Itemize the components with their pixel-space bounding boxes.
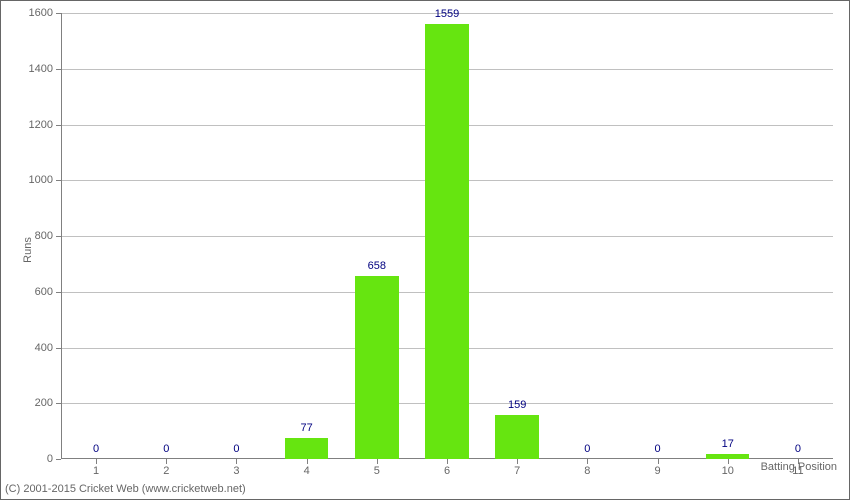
x-tick-label: 9 [654, 465, 660, 477]
y-tick-label: 1000 [29, 174, 53, 186]
bar-value-label: 0 [163, 443, 169, 455]
x-tick-label: 2 [163, 465, 169, 477]
bar-value-label: 0 [795, 443, 801, 455]
y-tick-label: 1600 [29, 7, 53, 19]
x-tick [517, 459, 518, 464]
bar: 77 [285, 438, 329, 459]
y-tick-label: 1200 [29, 119, 53, 131]
y-axis-title: Runs [22, 237, 34, 263]
bar-value-label: 0 [584, 443, 590, 455]
x-tick-label: 5 [374, 465, 380, 477]
bar: 159 [495, 415, 539, 459]
x-tick-label: 3 [233, 465, 239, 477]
y-tick-label: 800 [35, 230, 53, 242]
y-tick-label: 1400 [29, 63, 53, 75]
x-tick [236, 459, 237, 464]
x-tick [587, 459, 588, 464]
y-tick-label: 200 [35, 397, 53, 409]
x-tick [728, 459, 729, 464]
x-tick [166, 459, 167, 464]
plot-area: 0200400600800100012001400160001020377465… [61, 13, 833, 459]
bar-value-label: 17 [722, 438, 734, 450]
y-tick [56, 459, 61, 460]
x-tick-label: 10 [722, 465, 734, 477]
y-tick-label: 0 [47, 453, 53, 465]
footer-copyright: (C) 2001-2015 Cricket Web (www.cricketwe… [5, 483, 246, 495]
x-tick [377, 459, 378, 464]
x-tick [447, 459, 448, 464]
x-tick [307, 459, 308, 464]
y-axis [61, 13, 62, 459]
bar: 1559 [425, 24, 469, 459]
bar-value-label: 1559 [435, 8, 459, 20]
x-axis-title: Batting Position [761, 461, 837, 473]
bar-value-label: 159 [508, 399, 526, 411]
chart-container: 0200400600800100012001400160001020377465… [0, 0, 850, 500]
x-tick [96, 459, 97, 464]
bar-value-label: 0 [93, 443, 99, 455]
bar-value-label: 658 [368, 260, 386, 272]
x-tick [658, 459, 659, 464]
bar-value-label: 0 [233, 443, 239, 455]
x-tick-label: 1 [93, 465, 99, 477]
x-tick-label: 4 [304, 465, 310, 477]
y-tick-label: 400 [35, 342, 53, 354]
bar-value-label: 77 [301, 422, 313, 434]
x-tick-label: 7 [514, 465, 520, 477]
x-tick-label: 6 [444, 465, 450, 477]
y-tick-label: 600 [35, 286, 53, 298]
bar-value-label: 0 [654, 443, 660, 455]
bar: 658 [355, 276, 399, 459]
x-tick-label: 8 [584, 465, 590, 477]
